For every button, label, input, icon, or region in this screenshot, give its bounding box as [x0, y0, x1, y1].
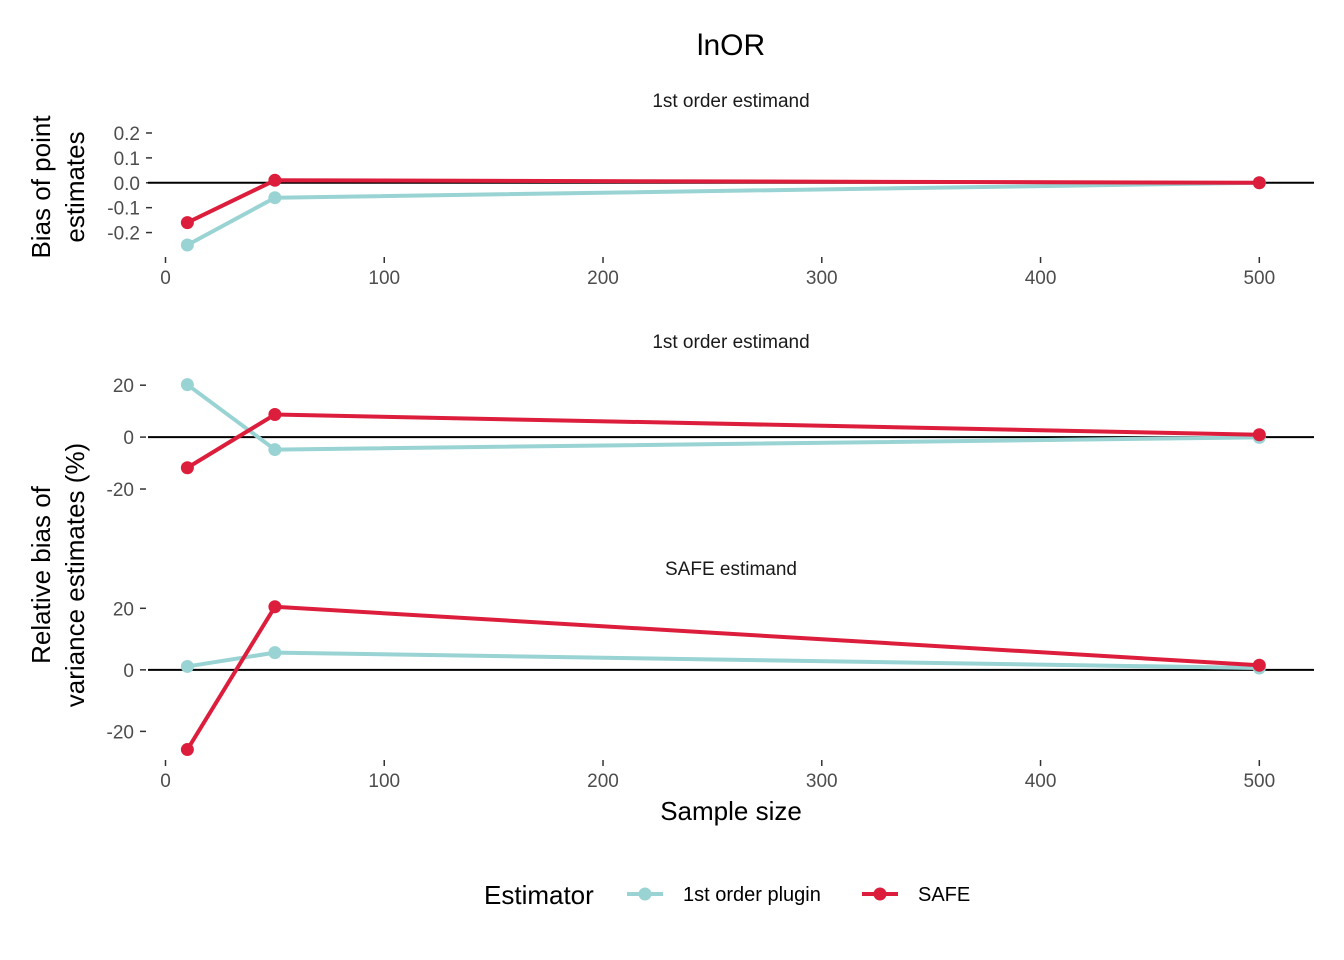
- data-point: [268, 646, 282, 660]
- chart-panels: 1st order estimand -0.2 -0.1 0.0 0.1 0.2 0 100 2…: [26, 91, 1314, 792]
- panel-title: SAFE estimand: [665, 559, 797, 580]
- x-tick-label: 200: [587, 771, 619, 792]
- x-tick-label: 300: [806, 268, 838, 289]
- legend: Estimator 1st order plugin SAFE: [484, 880, 970, 910]
- data-point: [180, 378, 194, 392]
- y-tick-label: 0.1: [114, 149, 140, 170]
- data-point: [1252, 176, 1266, 190]
- x-tick-label: 500: [1243, 268, 1275, 289]
- x-axis-title: Sample size: [660, 796, 802, 826]
- x-tick-label: 0: [160, 771, 171, 792]
- legend-label: SAFE: [918, 884, 970, 906]
- y-tick-label: 20: [113, 599, 134, 620]
- data-point: [268, 408, 282, 422]
- data-point: [268, 173, 282, 187]
- x-tick-label: 0: [160, 268, 171, 289]
- y-axis-title: variance estimates (%): [60, 443, 90, 707]
- y-tick-label: -0.1: [107, 199, 140, 220]
- x-tick-label: 500: [1243, 771, 1275, 792]
- legend-title: Estimator: [484, 880, 594, 910]
- y-tick-label: 20: [113, 376, 134, 397]
- y-axis-title: estimates: [60, 131, 90, 242]
- data-point: [180, 659, 194, 673]
- y-axis-title: Bias of point: [26, 115, 56, 259]
- data-point: [268, 600, 282, 614]
- x-tick-label: 400: [1025, 268, 1057, 289]
- panel-title: 1st order estimand: [652, 332, 809, 353]
- panel-title: 1st order estimand: [652, 91, 809, 112]
- y-tick-label: 0.2: [114, 124, 140, 145]
- series-line: [185, 604, 1260, 751]
- data-point: [180, 216, 194, 230]
- data-point: [268, 191, 282, 205]
- legend-key-point: [638, 887, 652, 901]
- y-tick-label: 0: [123, 428, 134, 449]
- data-point: [1252, 428, 1266, 442]
- chart-title: lnOR: [697, 29, 765, 62]
- data-point: [180, 743, 194, 757]
- legend-label: 1st order plugin: [683, 884, 821, 906]
- x-tick-label: 400: [1025, 771, 1057, 792]
- panel-1: 1st order estimand -0.2 -0.1 0.0 0.1 0.2 0 100 2…: [26, 91, 1314, 289]
- y-axis-title: Relative bias of: [26, 485, 56, 664]
- y-tick-label: -20: [107, 480, 134, 501]
- data-point: [1252, 658, 1266, 672]
- y-tick-label: -20: [107, 722, 134, 743]
- x-tick-label: 100: [368, 771, 400, 792]
- x-tick-label: 200: [587, 268, 619, 289]
- data-point: [180, 238, 194, 252]
- data-point: [180, 461, 194, 475]
- y-tick-label: 0: [123, 661, 134, 682]
- x-tick-label: 300: [806, 771, 838, 792]
- legend-key-point: [873, 887, 887, 901]
- x-tick-label: 100: [368, 268, 400, 289]
- series-line: [186, 180, 1260, 247]
- data-point: [268, 443, 282, 457]
- panel-2: 1st order estimand -20 0 20: [107, 332, 1314, 501]
- y-tick-label: -0.2: [107, 224, 140, 245]
- y-tick-label: 0.0: [114, 174, 140, 195]
